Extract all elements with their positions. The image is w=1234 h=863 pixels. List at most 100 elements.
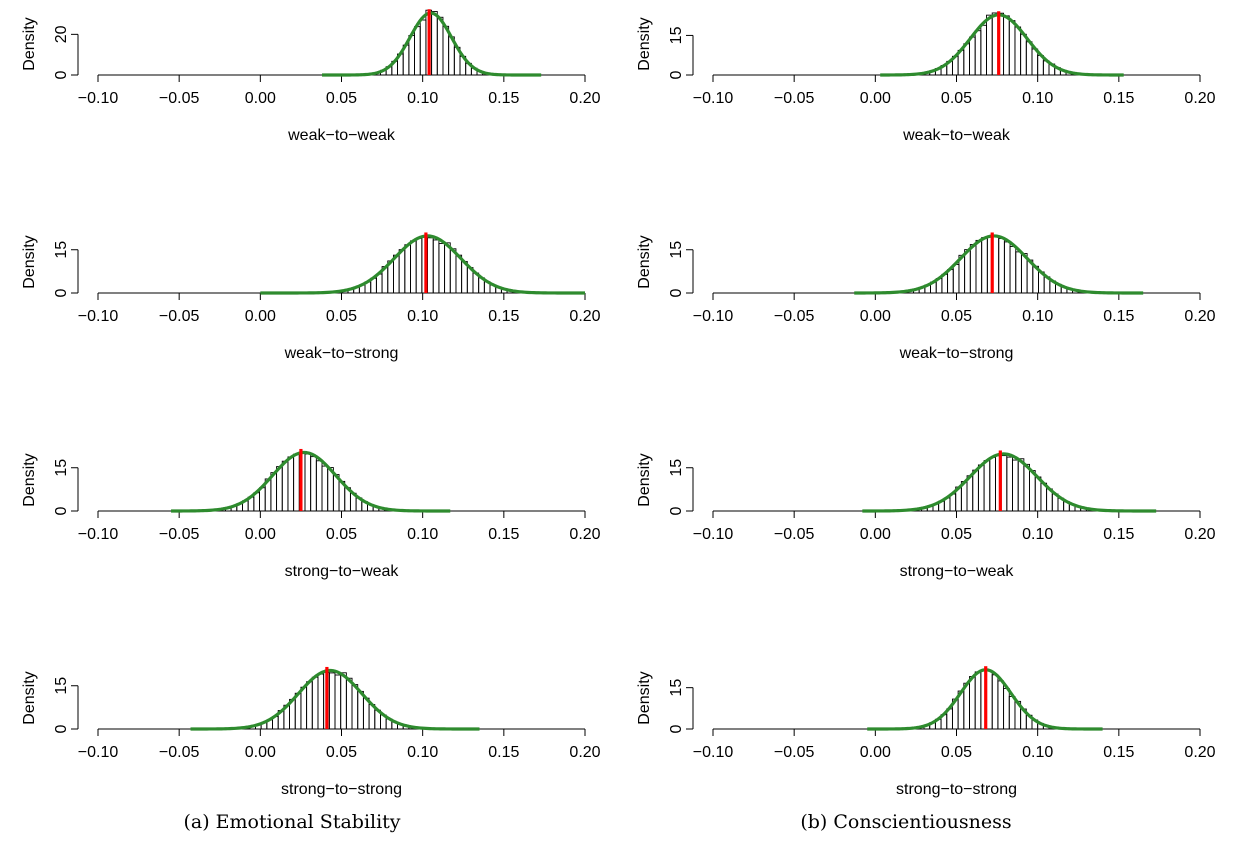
histogram-bar (1014, 26, 1022, 76)
histogram-bar (986, 14, 993, 76)
histogram-bar (977, 464, 985, 512)
histogram-bar (300, 686, 308, 730)
density-curve (190, 668, 480, 731)
histogram-bar (294, 692, 302, 730)
x-tick-label: 0.20 (1184, 526, 1215, 543)
histogram-bar (963, 682, 970, 730)
x-tick-label: −0.10 (693, 526, 734, 543)
x-tick-label: −0.10 (693, 308, 734, 325)
histogram-panel-a-4: −0.10 −0.05 0.00 0.05 0.10 0.15 0.20 strong−to−… (21, 666, 601, 798)
x-tick-label: 0.10 (407, 526, 438, 543)
x-axis-label: weak−to−weak (902, 127, 1011, 144)
histogram-bar (1020, 33, 1027, 76)
density-curve (862, 452, 1157, 513)
y-tick-label: 15 (668, 459, 685, 477)
histogram-bar (1029, 470, 1036, 512)
x-tick-label: 0.15 (488, 90, 519, 107)
x-tick-label: −0.10 (78, 744, 119, 761)
histogram-bar (334, 674, 342, 730)
x-tick-label: 0.20 (1184, 308, 1215, 325)
histogram-bar (404, 244, 411, 294)
x-tick-label: 0.05 (326, 308, 357, 325)
x-tick-label: 0.15 (488, 744, 519, 761)
histogram-panel-b-1: −0.10 −0.05 0.00 0.05 0.10 0.15 0.20 weak−to−we… (636, 11, 1216, 144)
histogram-bar (980, 24, 987, 76)
x-axis-label: strong−to−strong (896, 781, 1017, 798)
histogram-bar (991, 674, 999, 730)
histogram-bar (1009, 246, 1017, 294)
x-tick-label: −0.10 (693, 744, 734, 761)
histogram-bar (306, 681, 313, 730)
x-tick-label: −0.10 (693, 90, 734, 107)
x-tick-label: 0.00 (860, 744, 891, 761)
histogram-bar (963, 43, 970, 76)
histogram-bar (981, 237, 988, 294)
histogram-bar (1000, 455, 1008, 512)
histogram-bar (438, 243, 446, 294)
x-tick-label: 0.15 (1103, 308, 1134, 325)
x-tick-label: 0.05 (326, 744, 357, 761)
histogram-bar (393, 254, 400, 294)
y-axis-label: Density (636, 453, 653, 506)
x-tick-label: −0.10 (78, 308, 119, 325)
y-tick-label: 0 (53, 70, 70, 79)
x-tick-label: −0.05 (159, 744, 200, 761)
histogram-bar (328, 672, 336, 730)
histogram-bar (974, 30, 982, 76)
histogram-bar (410, 240, 417, 294)
histogram-bar (947, 269, 954, 294)
x-tick-label: 0.20 (569, 308, 600, 325)
x-tick-label: −0.05 (159, 526, 200, 543)
histogram-bar (281, 460, 289, 512)
histogram-bar (415, 237, 423, 294)
y-tick-label: 0 (668, 70, 685, 79)
histogram-bar (293, 453, 300, 512)
x-tick-label: 0.15 (488, 526, 519, 543)
histogram-bar (1023, 463, 1030, 512)
histogram-panel-a-2: −0.10 −0.05 0.00 0.05 0.10 0.15 0.20 weak−to−st… (21, 232, 601, 362)
y-tick-label: 15 (53, 677, 70, 695)
x-axis-label: strong−to−weak (900, 563, 1015, 580)
histogram-bar (351, 684, 359, 730)
x-tick-label: 0.20 (569, 526, 600, 543)
histogram-bar (1008, 696, 1016, 730)
x-tick-label: 0.05 (326, 526, 357, 543)
x-axis-label: strong−to−weak (285, 563, 400, 580)
histogram-bar (431, 11, 438, 76)
histogram-bar (1017, 458, 1025, 512)
histogram-panel-b-3: −0.10 −0.05 0.00 0.05 0.10 0.15 0.20 strong−to−… (636, 450, 1216, 580)
density-curve (854, 234, 1144, 295)
x-tick-label: 0.00 (860, 526, 891, 543)
x-axis-label: strong−to−strong (281, 781, 402, 798)
histogram-bar (989, 457, 996, 512)
y-tick-label: 15 (668, 679, 685, 697)
histogram-bar (1012, 459, 1019, 512)
histogram-bar (321, 465, 329, 512)
y-axis-label: Density (636, 17, 653, 70)
x-tick-label: 0.20 (1184, 744, 1215, 761)
histogram-bar (427, 237, 434, 294)
x-tick-label: 0.10 (1022, 308, 1053, 325)
x-tick-label: −0.05 (774, 308, 815, 325)
x-tick-label: 0.10 (407, 90, 438, 107)
y-axis-label: Density (21, 235, 38, 288)
histogram-bar (436, 16, 444, 76)
x-tick-label: 0.15 (1103, 90, 1134, 107)
histogram-bar (276, 466, 283, 512)
x-tick-label: −0.10 (78, 526, 119, 543)
y-axis-label: Density (21, 17, 38, 70)
histogram-bar (1015, 251, 1022, 294)
histogram-panel-a-3: −0.10 −0.05 0.00 0.05 0.10 0.15 0.20 strong−to−… (21, 448, 601, 580)
histogram-bar (983, 460, 991, 512)
y-tick-label: 0 (53, 506, 70, 515)
histogram-bar (408, 35, 415, 76)
histogram-bar (1025, 41, 1033, 76)
histogram-bar (449, 248, 457, 294)
histogram-bar (357, 690, 364, 730)
x-tick-label: 0.05 (941, 744, 972, 761)
y-tick-label: 0 (668, 506, 685, 515)
x-tick-label: 0.20 (1184, 90, 1215, 107)
y-axis-label: Density (636, 671, 653, 724)
histogram-bar (969, 676, 976, 730)
histogram-bar (419, 19, 427, 76)
